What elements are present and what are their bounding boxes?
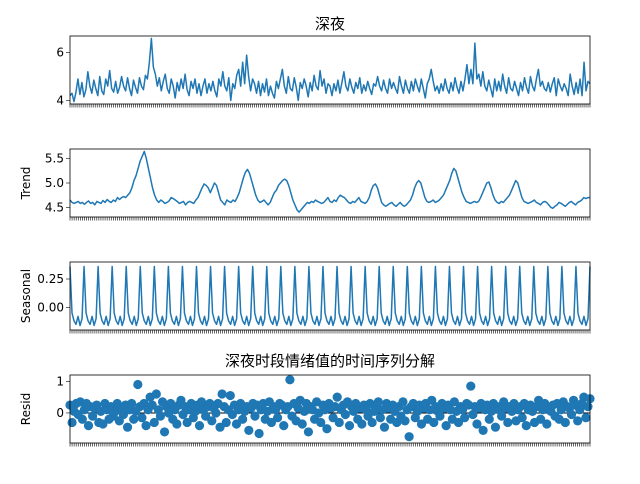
resid-point (272, 413, 283, 423)
resid-point (566, 409, 577, 420)
resid-point (149, 417, 159, 428)
resid-point (404, 432, 414, 442)
resid-point (497, 411, 507, 421)
resid-point (316, 417, 326, 428)
panel-trend: Trend 4.5 5.0 5.5 (19, 148, 591, 221)
resid-point (435, 411, 445, 421)
axes-frame (69, 35, 591, 105)
resid-point (297, 419, 307, 429)
resid-point (484, 414, 494, 424)
resid-point (238, 414, 248, 424)
resid-point (244, 425, 254, 435)
panel-title: 深夜时段情绪值的时间序列分解 (225, 352, 435, 370)
resid-point (560, 417, 570, 428)
y-tick-label: 5.5 (45, 152, 64, 166)
resid-point (254, 428, 264, 439)
axes-frame (69, 261, 591, 331)
y-tick-label: 5.0 (45, 176, 64, 190)
resid-point (137, 413, 147, 423)
y-tick-label: 0.25 (37, 272, 64, 286)
y-tick-label: 4 (56, 93, 64, 107)
resid-point (225, 390, 235, 401)
resid-point (373, 397, 383, 407)
y-axis-label: Seasonal (19, 269, 33, 323)
resid-point (279, 421, 289, 431)
resid-point (581, 413, 591, 423)
resid-point (127, 398, 137, 409)
resid-point (221, 417, 231, 428)
resid-point (129, 414, 139, 424)
resid-point (172, 419, 182, 429)
resid-point (400, 416, 410, 426)
resid-point (88, 411, 98, 421)
resid-point (468, 409, 478, 420)
y-tick-label: 0 (56, 406, 64, 420)
resid-point (441, 421, 451, 431)
resid-point (159, 427, 170, 437)
resid-point (151, 389, 161, 399)
y-tick-label: 1 (56, 374, 64, 388)
axes-frame (69, 148, 591, 218)
resid-point (285, 375, 295, 385)
resid-point (141, 421, 151, 431)
resid-point (207, 416, 217, 426)
resid-point (303, 427, 314, 437)
resid-point (211, 408, 221, 418)
resid-point (340, 409, 351, 420)
resid-point (194, 421, 205, 431)
resid-point (429, 417, 439, 428)
resid-point (357, 419, 367, 429)
panel-seasonal: Seasonal 0.00 0.25 (19, 261, 591, 334)
resid-point (460, 413, 470, 423)
resid-point (155, 411, 166, 421)
panel-observed: 深夜 4 6 (56, 15, 591, 108)
resid-point (503, 417, 513, 428)
resid-point (322, 424, 332, 434)
observed-series-line (69, 37, 591, 103)
resid-point (67, 417, 77, 428)
trend-series-line (69, 150, 590, 213)
resid-point (466, 381, 476, 391)
resid-point (83, 421, 94, 431)
resid-point (379, 422, 390, 432)
resid-point (344, 421, 355, 431)
resid-point (375, 413, 385, 423)
resid-point (367, 417, 377, 428)
resid-point (542, 419, 552, 429)
resid-point (77, 414, 87, 424)
resid-point (490, 422, 501, 432)
resid-point (250, 411, 260, 421)
resid-point (573, 416, 583, 426)
axes-frame (69, 374, 591, 444)
panel-resid: 深夜时段情绪值的时间序列分解 Resid 0 1 (19, 352, 595, 447)
resid-point (332, 392, 342, 402)
resid-point (122, 422, 133, 432)
seasonal-series-line (69, 265, 591, 327)
resid-point (478, 425, 488, 435)
resid-point (133, 379, 143, 390)
resid-point (398, 397, 408, 407)
y-axis-label: Resid (19, 393, 33, 425)
resid-point (521, 421, 531, 431)
y-axis-label: Trend (19, 167, 33, 201)
resid-point (583, 402, 593, 412)
y-tick-label: 0.00 (37, 300, 64, 314)
resid-point (334, 417, 344, 428)
panel-title: 深夜 (315, 15, 345, 33)
resid-point (517, 413, 527, 423)
y-tick-label: 6 (56, 46, 64, 60)
resid-point (217, 389, 227, 399)
y-tick-label: 4.5 (45, 200, 64, 214)
resid-point (472, 419, 482, 429)
